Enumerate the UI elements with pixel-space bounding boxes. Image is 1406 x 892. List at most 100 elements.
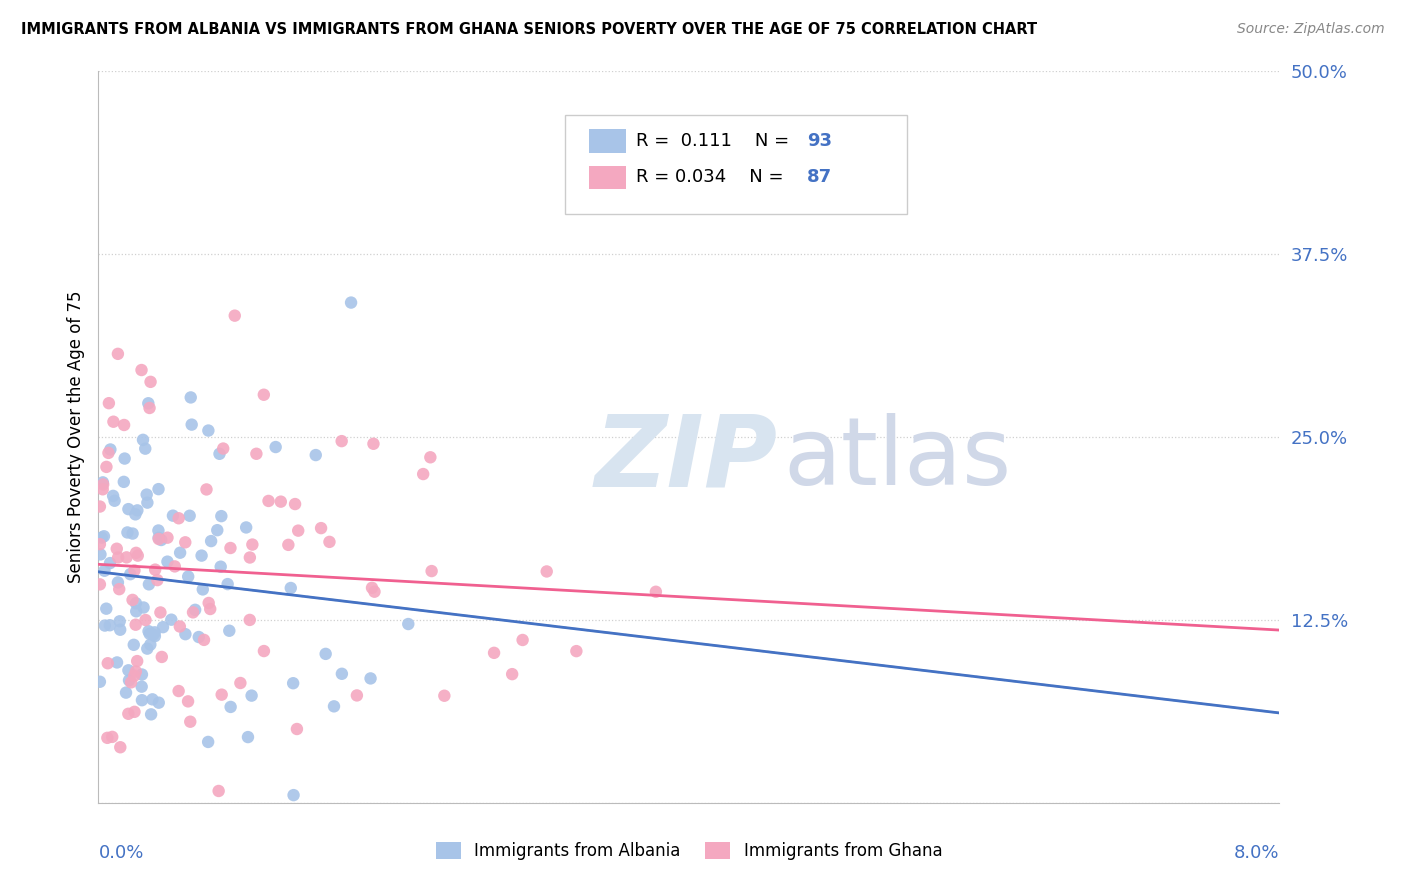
- Point: [107, 575, 129, 590]
- Point: [148, 696, 170, 710]
- Point: [330, 666, 353, 681]
- Point: [138, 624, 160, 639]
- Point: [305, 448, 328, 462]
- Point: [117, 663, 139, 677]
- Point: [179, 714, 201, 729]
- Point: [131, 667, 153, 681]
- Point: [98, 556, 121, 570]
- Point: [124, 563, 146, 577]
- Point: [240, 689, 263, 703]
- Point: [285, 722, 308, 736]
- Point: [103, 415, 125, 429]
- Point: [101, 730, 124, 744]
- Point: [318, 534, 340, 549]
- Point: [239, 550, 262, 565]
- Point: [501, 667, 523, 681]
- Point: [146, 573, 169, 587]
- Point: [122, 638, 145, 652]
- Point: [105, 656, 128, 670]
- Point: [177, 694, 200, 708]
- Point: [121, 593, 143, 607]
- Point: [207, 523, 229, 537]
- Point: [101, 489, 124, 503]
- Text: R =  0.111    N =: R = 0.111 N =: [636, 132, 794, 150]
- Point: [433, 689, 456, 703]
- Point: [112, 475, 135, 489]
- Point: [115, 550, 138, 565]
- Point: [330, 434, 353, 449]
- Point: [197, 424, 219, 438]
- Point: [142, 627, 165, 641]
- FancyBboxPatch shape: [589, 129, 626, 153]
- Text: atlas: atlas: [783, 413, 1012, 505]
- Point: [346, 689, 368, 703]
- Point: [280, 581, 302, 595]
- Legend: Immigrants from Albania, Immigrants from Ghana: Immigrants from Albania, Immigrants from…: [436, 842, 942, 860]
- Point: [156, 531, 179, 545]
- Point: [152, 620, 174, 634]
- Text: ZIP: ZIP: [595, 410, 778, 508]
- Point: [174, 535, 197, 549]
- Point: [235, 520, 257, 534]
- Point: [124, 705, 146, 719]
- Point: [125, 596, 148, 610]
- Text: Source: ZipAtlas.com: Source: ZipAtlas.com: [1237, 22, 1385, 37]
- Point: [193, 632, 215, 647]
- Point: [187, 630, 209, 644]
- Point: [143, 629, 166, 643]
- Point: [105, 541, 128, 556]
- Point: [108, 623, 131, 637]
- Point: [169, 619, 191, 633]
- Point: [110, 740, 132, 755]
- Point: [197, 735, 219, 749]
- Point: [97, 396, 120, 410]
- Point: [135, 487, 157, 501]
- Point: [120, 567, 142, 582]
- Point: [132, 600, 155, 615]
- Point: [93, 529, 115, 543]
- Point: [284, 497, 307, 511]
- Point: [239, 613, 262, 627]
- Point: [644, 584, 666, 599]
- Point: [181, 605, 204, 619]
- Point: [412, 467, 434, 481]
- Point: [200, 534, 222, 549]
- Point: [89, 577, 111, 591]
- Point: [132, 433, 155, 447]
- Point: [143, 563, 166, 577]
- Point: [107, 550, 129, 565]
- Point: [138, 627, 160, 641]
- Point: [163, 559, 186, 574]
- Point: [211, 688, 233, 702]
- Point: [162, 508, 184, 523]
- Point: [177, 569, 200, 583]
- Point: [89, 548, 111, 562]
- Point: [396, 617, 419, 632]
- Point: [323, 699, 346, 714]
- Point: [149, 606, 172, 620]
- Point: [360, 672, 382, 686]
- Point: [114, 451, 136, 466]
- Point: [124, 508, 146, 522]
- Point: [245, 447, 267, 461]
- Point: [141, 692, 163, 706]
- Point: [117, 525, 139, 540]
- Point: [270, 494, 292, 508]
- Point: [283, 676, 305, 690]
- Text: R = 0.034    N =: R = 0.034 N =: [636, 169, 789, 186]
- Point: [89, 537, 111, 551]
- Point: [363, 584, 385, 599]
- Point: [131, 680, 153, 694]
- Point: [91, 477, 114, 491]
- Point: [124, 617, 146, 632]
- Point: [139, 638, 162, 652]
- Point: [419, 450, 441, 465]
- Point: [200, 602, 222, 616]
- Point: [90, 531, 112, 545]
- Point: [107, 347, 129, 361]
- Point: [197, 596, 219, 610]
- Point: [224, 309, 246, 323]
- Point: [191, 582, 214, 597]
- Point: [120, 675, 142, 690]
- Point: [229, 676, 252, 690]
